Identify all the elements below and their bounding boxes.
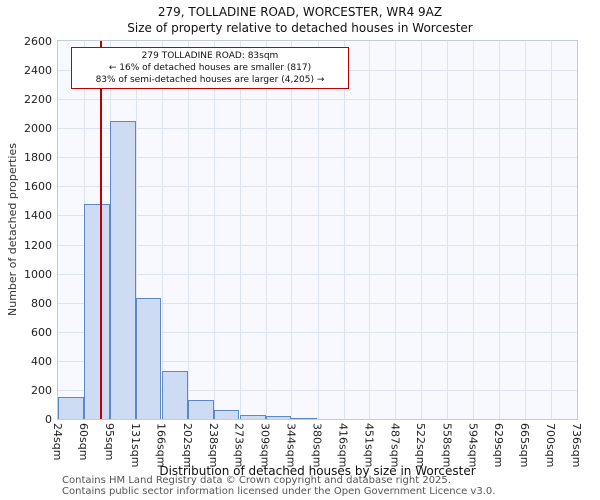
y-tick-label: 1400 bbox=[24, 209, 52, 223]
x-tick-label: 380sqm bbox=[310, 423, 324, 468]
v-gridline bbox=[213, 41, 215, 419]
footer-attribution-1: Contains HM Land Registry data © Crown c… bbox=[62, 475, 451, 486]
annotation-larger-line: 83% of semi-detached houses are larger (… bbox=[95, 75, 325, 85]
histogram-bar bbox=[109, 120, 136, 419]
v-gridline bbox=[187, 41, 189, 419]
x-tick-label: 202sqm bbox=[180, 423, 194, 468]
v-gridline bbox=[239, 41, 241, 419]
x-tick-label: 166sqm bbox=[154, 423, 168, 468]
y-tick-label: 1600 bbox=[24, 180, 52, 194]
v-gridline bbox=[421, 41, 422, 419]
x-tick-label: 451sqm bbox=[362, 423, 376, 468]
y-tick-label: 800 bbox=[31, 296, 52, 310]
x-tick-label: 558sqm bbox=[440, 423, 454, 468]
histogram-bar bbox=[265, 416, 292, 419]
histogram-bar bbox=[291, 417, 318, 419]
histogram-bar bbox=[239, 414, 266, 419]
annotation-smaller-line: ← 16% of detached houses are smaller (81… bbox=[108, 63, 312, 73]
x-tick-label: 95sqm bbox=[102, 423, 116, 461]
x-tick-label: 700sqm bbox=[543, 423, 557, 468]
footer-attribution-2: Contains public sector information licen… bbox=[62, 486, 496, 497]
x-tick-label: 60sqm bbox=[77, 423, 91, 461]
x-tick-label: 665sqm bbox=[518, 423, 532, 468]
y-tick-label: 1200 bbox=[24, 238, 52, 252]
v-gridline bbox=[343, 41, 345, 419]
y-tick-label: 2200 bbox=[24, 93, 52, 107]
x-tick-label: 487sqm bbox=[388, 423, 402, 468]
histogram-bar bbox=[213, 410, 240, 419]
chart-subtitle: Size of property relative to detached ho… bbox=[127, 21, 473, 35]
histogram-bar bbox=[187, 400, 214, 419]
v-gridline bbox=[369, 41, 371, 419]
x-tick-label: 273sqm bbox=[232, 423, 246, 468]
y-tick-label: 1800 bbox=[24, 151, 52, 165]
y-tick-label: 2400 bbox=[24, 64, 52, 78]
v-gridline bbox=[395, 41, 397, 419]
y-tick-label: 2600 bbox=[24, 35, 52, 48]
annotation-box: 279 TOLLADINE ROAD: 83sqm ← 16% of detac… bbox=[71, 47, 349, 89]
v-gridline bbox=[473, 41, 475, 419]
v-gridline bbox=[265, 41, 267, 419]
histogram-bar bbox=[135, 298, 162, 419]
y-tick-label: 1000 bbox=[24, 267, 52, 281]
v-gridline bbox=[550, 41, 552, 419]
plot-area: 279 TOLLADINE ROAD: 83sqm ← 16% of detac… bbox=[57, 40, 578, 420]
histogram-bar bbox=[84, 203, 110, 419]
y-tick-label: 2000 bbox=[24, 122, 52, 136]
v-gridline bbox=[317, 41, 319, 419]
x-tick-label: 24sqm bbox=[51, 423, 64, 461]
x-tick-label: 344sqm bbox=[284, 423, 298, 468]
histogram-bar bbox=[161, 371, 188, 419]
chart-title: 279, TOLLADINE ROAD, WORCESTER, WR4 9AZ bbox=[157, 5, 443, 19]
property-size-marker-line bbox=[100, 41, 102, 419]
x-tick-label: 416sqm bbox=[336, 423, 350, 468]
x-tick-label: 736sqm bbox=[570, 423, 583, 468]
v-gridline bbox=[447, 41, 449, 419]
x-tick-label: 594sqm bbox=[466, 423, 480, 468]
x-tick-label: 629sqm bbox=[492, 423, 505, 468]
y-tick-label: 400 bbox=[31, 354, 52, 368]
v-gridline bbox=[525, 41, 527, 419]
v-gridline bbox=[291, 41, 293, 419]
y-tick-label: 200 bbox=[31, 383, 52, 397]
v-gridline bbox=[161, 41, 163, 419]
x-tick-label: 131sqm bbox=[128, 423, 142, 468]
histogram-bar bbox=[58, 397, 85, 419]
x-axis-label: Distribution of detached houses by size … bbox=[159, 464, 476, 478]
y-tick-label: 600 bbox=[31, 325, 52, 339]
y-tick-label: 0 bbox=[45, 413, 52, 426]
v-gridline bbox=[499, 41, 500, 419]
x-tick-label: 309sqm bbox=[258, 423, 272, 468]
x-tick-label: 238sqm bbox=[206, 423, 220, 468]
v-gridline bbox=[135, 41, 137, 419]
annotation-property-line: 279 TOLLADINE ROAD: 83sqm bbox=[141, 51, 279, 61]
x-tick-label: 522sqm bbox=[414, 423, 427, 468]
